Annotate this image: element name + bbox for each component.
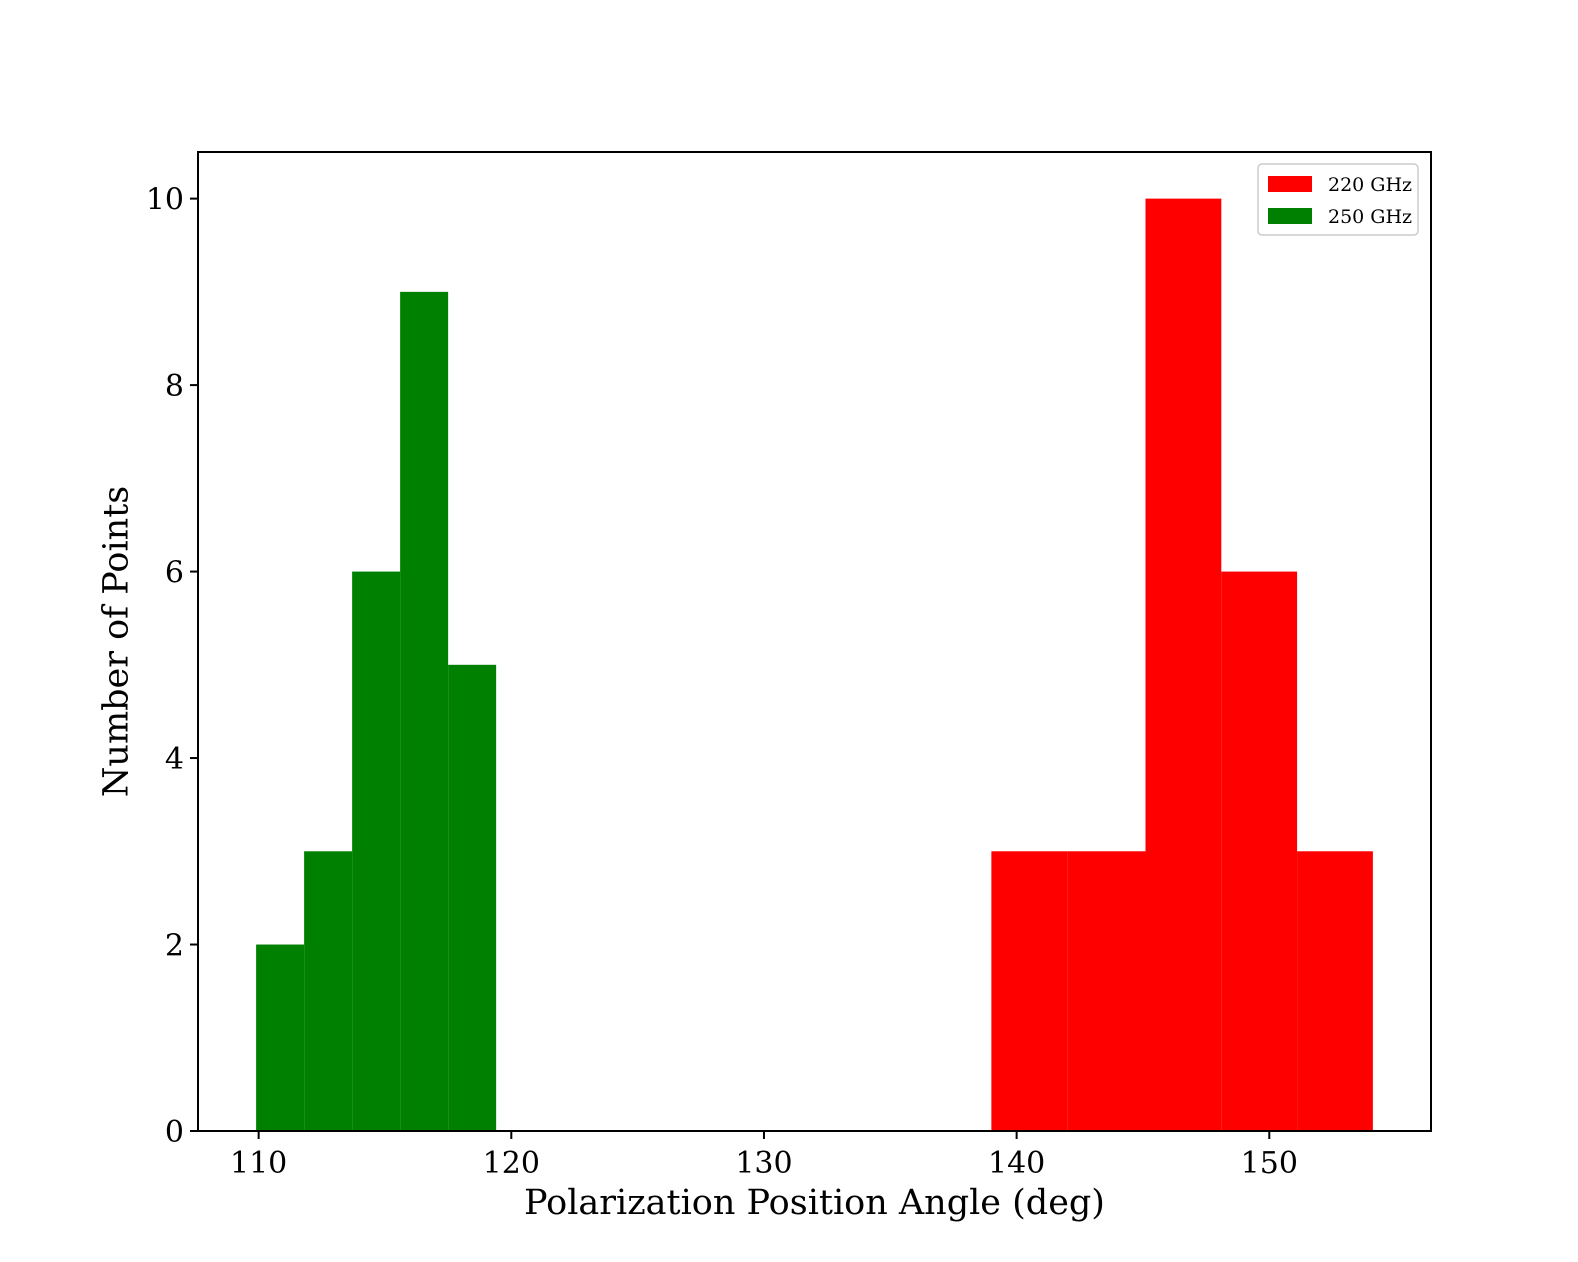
y-tick-label: 2: [165, 929, 184, 964]
histogram-bar-220-ghz-0: [991, 851, 1068, 1131]
y-tick-label: 0: [165, 1115, 184, 1150]
legend-swatch: [1268, 176, 1312, 192]
x-tick-label: 150: [1241, 1146, 1298, 1181]
legend-label: 250 GHz: [1328, 206, 1412, 228]
y-tick-label: 6: [165, 556, 184, 591]
plot-frame: [197, 151, 1432, 1132]
x-axis: 110 120 130 140 150: [230, 1131, 1298, 1181]
x-axis-label: Polarization Position Angle (deg): [524, 1183, 1105, 1223]
y-tick-label: 8: [165, 369, 184, 404]
x-tick-label: 140: [988, 1146, 1045, 1181]
y-tick-label: 4: [165, 742, 184, 777]
histogram-bar-250-ghz-0: [256, 944, 305, 1131]
x-tick-label: 130: [735, 1146, 792, 1181]
histogram-bar-220-ghz-4: [1297, 851, 1373, 1131]
y-axis-label: Number of Points: [97, 486, 137, 797]
legend: 220 GHz 250 GHz: [1257, 163, 1419, 236]
histogram-bar-250-ghz-4: [448, 664, 497, 1131]
histogram-bar-250-ghz-3: [400, 291, 449, 1131]
histogram-bar-250-ghz-2: [352, 571, 401, 1131]
histogram-bar-220-ghz-2: [1145, 198, 1222, 1132]
x-tick-label: 120: [483, 1146, 540, 1181]
histogram-bar-220-ghz-1: [1067, 851, 1146, 1131]
legend-swatch: [1268, 208, 1312, 224]
legend-label: 220 GHz: [1328, 174, 1412, 196]
bars-layer: [256, 198, 1373, 1132]
histogram-bar-220-ghz-3: [1221, 571, 1298, 1131]
y-axis: 0 2 4 6 8 10: [146, 183, 198, 1150]
y-tick-label: 10: [146, 183, 184, 218]
x-tick-label: 110: [230, 1146, 287, 1181]
histogram-bar-250-ghz-1: [304, 851, 353, 1131]
